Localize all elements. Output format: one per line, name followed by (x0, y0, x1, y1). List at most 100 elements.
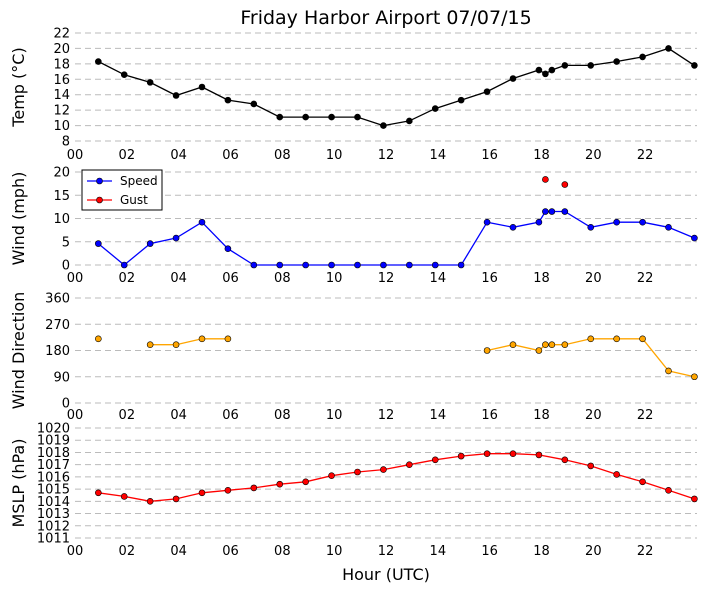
x-tick-label: 22 (637, 148, 654, 163)
x-tick-label: 16 (481, 271, 498, 286)
x-tick-label: 08 (274, 271, 291, 286)
data-point (639, 218, 646, 226)
data-point (120, 493, 128, 500)
data-point (354, 468, 361, 476)
series-line (98, 47, 695, 127)
data-point (535, 451, 543, 459)
data-point (548, 341, 556, 348)
series-temp-0 (95, 45, 698, 129)
x-tick-label: 00 (67, 148, 84, 163)
data-point (509, 341, 517, 348)
data-point (406, 261, 413, 269)
data-point (146, 79, 154, 86)
x-tick-label: 02 (119, 544, 136, 559)
data-point (146, 498, 154, 505)
data-point (406, 461, 413, 468)
y-tick-label: 0 (62, 397, 70, 412)
data-point (406, 117, 413, 125)
data-point (613, 218, 620, 226)
series-line (150, 338, 228, 346)
panel-wind: 0 5 10 15 20 00 02 04 06 08 10 12 14 16 18 20 22 Wind (mp… (9, 166, 698, 286)
legend: Speed Gust (81, 169, 163, 211)
data-point (639, 478, 646, 486)
data-point (328, 472, 335, 479)
y-tick-label: 1018 (37, 446, 70, 461)
data-point (431, 261, 439, 269)
data-point (509, 450, 517, 457)
y-tick-label: 1017 (37, 458, 70, 473)
data-point (691, 62, 698, 69)
y-axis-label-wind: Wind (mph) (9, 172, 28, 266)
x-tick-label: 00 (67, 408, 84, 423)
x-tick-label: 12 (378, 408, 395, 423)
data-point (380, 261, 387, 269)
x-tick-label: 08 (274, 148, 291, 163)
data-point (509, 224, 517, 231)
data-point (95, 240, 102, 247)
data-point (224, 335, 232, 343)
panel-mslp: 1011101210131014101510161017101810191020… (9, 422, 698, 559)
x-tick-label: 04 (170, 148, 187, 163)
data-point (457, 261, 465, 269)
data-point (548, 66, 556, 74)
data-point (542, 70, 549, 78)
data-point (250, 261, 258, 269)
data-point (302, 261, 309, 269)
x-tick-label: 00 (67, 544, 84, 559)
y-tick-label: 360 (45, 292, 70, 307)
x-tick-label: 20 (585, 408, 602, 423)
data-point (95, 58, 102, 65)
x-tick-label: 02 (119, 408, 136, 423)
y-tick-label: 1015 (37, 483, 70, 498)
data-point (691, 495, 698, 503)
data-point (535, 66, 543, 74)
y-tick-label: 12 (53, 104, 70, 119)
data-point (276, 261, 284, 269)
data-point (354, 113, 361, 121)
y-tick-label: 16 (53, 73, 70, 88)
legend-label: Speed (120, 174, 158, 188)
x-tick-label: 20 (585, 271, 602, 286)
y-tick-label: 10 (53, 212, 70, 227)
data-point (250, 100, 258, 108)
x-tick-label: 22 (637, 544, 654, 559)
x-tick-label: 18 (533, 544, 550, 559)
x-tick-label: 16 (481, 148, 498, 163)
data-point (457, 96, 465, 104)
y-tick-label: 8 (62, 135, 70, 150)
series-direction-0 (95, 335, 698, 381)
data-point (561, 208, 569, 215)
data-point (561, 456, 569, 464)
x-tick-label: 14 (430, 148, 447, 163)
x-tick-label: 22 (637, 271, 654, 286)
data-point (302, 113, 309, 121)
series-wind-1 (542, 176, 569, 188)
data-point (380, 466, 387, 473)
x-tick-label: 18 (533, 148, 550, 163)
data-point (665, 45, 672, 52)
data-point (328, 261, 335, 269)
data-point (691, 373, 698, 381)
panel-direction: 0 90 180 270 360 00 02 04 06 08 10 12 14 16 18 20 22 Wind… (9, 292, 698, 423)
y-tick-label: 0 (62, 259, 70, 274)
data-point (172, 495, 180, 503)
chart-title: Friday Harbor Airport 07/07/15 (240, 7, 531, 29)
data-point (639, 335, 646, 343)
y-axis-label-direction: Wind Direction (9, 292, 28, 410)
y-tick-label: 1016 (37, 470, 70, 485)
data-point (380, 122, 387, 129)
y-tick-label: 18 (53, 57, 70, 72)
x-tick-label: 14 (430, 408, 447, 423)
y-axis-label-temp: Temp (°C) (9, 47, 28, 127)
data-point (665, 487, 672, 494)
x-tick-label: 22 (637, 408, 654, 423)
data-point (509, 75, 517, 82)
data-point (457, 452, 465, 460)
data-point (198, 83, 206, 91)
y-tick-label: 20 (53, 166, 70, 181)
x-tick-label: 12 (378, 148, 395, 163)
y-tick-label: 10 (53, 119, 70, 134)
data-point (95, 489, 102, 497)
